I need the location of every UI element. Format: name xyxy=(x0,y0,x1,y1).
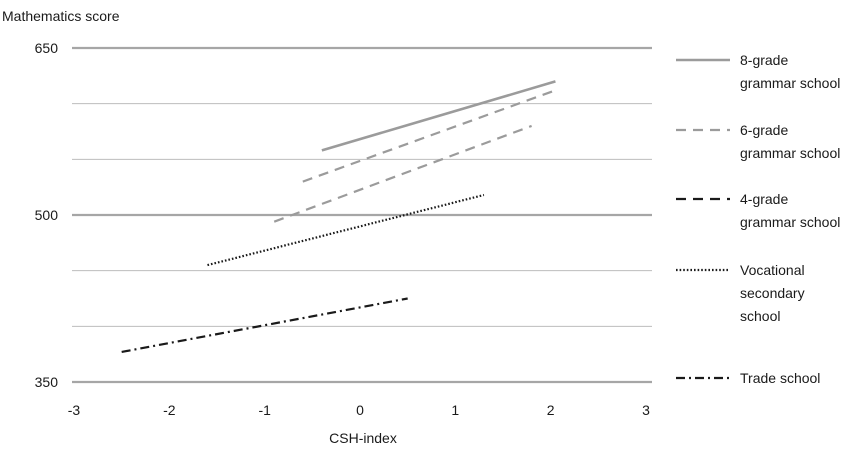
legend-label: grammar school xyxy=(740,75,840,91)
series-line-2-1 xyxy=(302,89,556,183)
series-line-1-1 xyxy=(321,80,556,152)
legend: 8-grade grammar school 6-grade grammar scho… xyxy=(676,52,840,386)
y-tick-label: 350 xyxy=(35,374,59,390)
x-tick-label: -3 xyxy=(68,402,81,418)
series-line-4-1 xyxy=(207,193,485,267)
x-axis-ticks: -3 -2 -1 0 1 2 3 xyxy=(68,402,650,418)
legend-label: secondary xyxy=(740,285,805,301)
x-tick-label: -2 xyxy=(163,402,176,418)
y-axis-ticks: 350 500 650 xyxy=(35,40,59,390)
x-tick-label: 2 xyxy=(547,402,555,418)
legend-label: 8-grade xyxy=(740,52,788,68)
legend-label: 4-grade xyxy=(740,191,788,207)
legend-label: Trade school xyxy=(740,370,820,386)
legend-item: 4-grade grammar school xyxy=(676,191,840,230)
x-tick-label: 1 xyxy=(451,402,459,418)
x-tick-label: 3 xyxy=(642,402,650,418)
legend-label: school xyxy=(740,308,780,324)
series-line-2-2 xyxy=(273,124,532,223)
plot-series xyxy=(121,80,556,354)
x-tick-label: 0 xyxy=(356,402,364,418)
legend-item: 6-grade grammar school xyxy=(676,122,840,161)
legend-item: Vocational secondary school xyxy=(676,262,805,324)
series-line-5-1 xyxy=(121,297,408,354)
x-tick-label: -1 xyxy=(258,402,271,418)
legend-label: grammar school xyxy=(740,145,840,161)
legend-label: Vocational xyxy=(740,262,805,278)
y-tick-label: 500 xyxy=(35,207,59,223)
x-axis-title: CSH-index xyxy=(329,430,397,446)
y-tick-label: 650 xyxy=(35,40,59,56)
legend-item: Trade school xyxy=(676,370,820,386)
legend-label: 6-grade xyxy=(740,122,788,138)
y-axis-title: Mathematics score xyxy=(2,8,120,24)
gridlines xyxy=(72,46,652,384)
legend-item: 8-grade grammar school xyxy=(676,52,840,91)
legend-label: grammar school xyxy=(740,214,840,230)
